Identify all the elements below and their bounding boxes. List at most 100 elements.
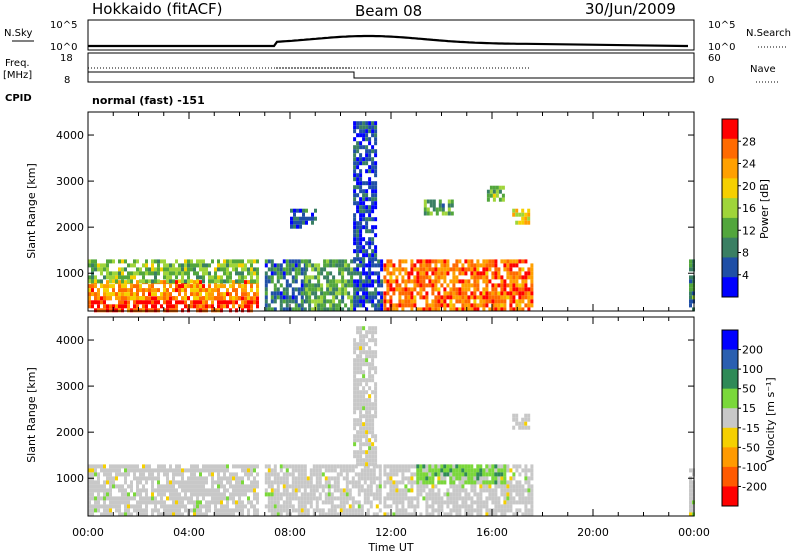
power-cell: [199, 275, 202, 280]
power-cell: [190, 288, 193, 293]
velocity-cell: [109, 512, 112, 517]
power-cell: [353, 291, 357, 296]
velocity-cell: [241, 488, 244, 493]
velocity-cell: [154, 468, 157, 473]
velocity-y-tick-label: 1000: [56, 472, 84, 485]
power-cell: [461, 279, 465, 284]
power-cell: [359, 249, 363, 254]
power-cell: [175, 284, 178, 289]
velocity-cell: [270, 508, 274, 513]
velocity-cell: [374, 326, 378, 331]
power-cell: [383, 275, 387, 280]
velocity-cell: [362, 338, 366, 343]
velocity-cell: [485, 512, 489, 517]
velocity-cell: [689, 468, 692, 473]
power-cell: [326, 275, 330, 280]
velocity-cell: [256, 484, 259, 489]
velocity-cell: [172, 484, 175, 489]
power-cell: [476, 287, 480, 292]
velocity-cell: [208, 492, 211, 497]
power-cell: [115, 308, 118, 313]
power-cell: [498, 197, 502, 202]
power-cell: [199, 259, 202, 264]
power-cell: [404, 267, 408, 272]
velocity-cell: [139, 476, 142, 481]
power-cell: [103, 304, 106, 309]
velocity-cell: [419, 476, 423, 481]
velocity-cell: [139, 488, 142, 493]
velocity-cell: [479, 500, 483, 505]
velocity-cell: [223, 488, 226, 493]
velocity-cell: [509, 508, 513, 513]
power-cell: [151, 296, 154, 301]
power-cell: [356, 121, 360, 126]
power-cell: [196, 271, 199, 276]
power-cell: [270, 291, 274, 296]
velocity-cell: [365, 390, 369, 395]
power-cell: [443, 279, 447, 284]
velocity-cell: [452, 492, 456, 497]
velocity-cell: [238, 480, 241, 485]
velocity-cell: [494, 468, 498, 473]
velocity-cell: [187, 480, 190, 485]
power-cell: [196, 259, 199, 264]
power-cell: [374, 249, 378, 254]
power-cell: [362, 121, 366, 126]
velocity-cell: [440, 480, 444, 485]
power-cell: [157, 279, 160, 284]
power-cell: [211, 292, 214, 297]
velocity-cell: [491, 492, 495, 497]
velocity-cell: [428, 496, 432, 501]
velocity-cell: [467, 468, 471, 473]
velocity-cell: [488, 496, 492, 501]
velocity-cell: [479, 464, 483, 469]
velocity-cell: [461, 496, 465, 501]
power-cell: [124, 284, 127, 289]
velocity-cell: [365, 462, 369, 467]
power-cell: [294, 307, 298, 312]
power-cell: [226, 271, 229, 276]
velocity-cell: [196, 504, 199, 509]
velocity-cell: [449, 508, 453, 513]
velocity-cell: [330, 496, 334, 501]
power-cell: [368, 177, 372, 182]
power-cell: [365, 249, 369, 254]
power-cell: [353, 225, 357, 230]
velocity-cell: [133, 496, 136, 501]
power-cell: [256, 300, 259, 305]
velocity-cell: [118, 488, 121, 493]
power-cell: [365, 145, 369, 150]
velocity-cell: [244, 488, 247, 493]
velocity-cell: [214, 492, 217, 497]
power-cell: [455, 263, 459, 268]
power-cell: [452, 295, 456, 300]
velocity-cell: [488, 488, 492, 493]
power-cell: [473, 291, 477, 296]
power-cell: [220, 296, 223, 301]
power-cell: [482, 267, 486, 272]
power-cell: [347, 291, 351, 296]
power-cell: [112, 271, 115, 276]
power-cell: [320, 283, 324, 288]
velocity-cell: [491, 468, 495, 473]
power-cell: [362, 189, 366, 194]
velocity-cell: [440, 468, 444, 473]
velocity-cell: [256, 496, 259, 501]
velocity-cell: [256, 480, 259, 485]
power-cell: [118, 267, 121, 272]
velocity-cell: [503, 508, 507, 513]
power-cell: [497, 303, 501, 308]
date-title: 30/Jun/2009: [585, 0, 676, 18]
power-cell: [235, 296, 238, 301]
power-cell: [422, 267, 426, 272]
velocity-cell: [357, 492, 361, 497]
velocity-cell: [306, 480, 310, 485]
velocity-cell: [363, 480, 367, 485]
power-cell: [308, 279, 312, 284]
velocity-cell: [160, 464, 163, 469]
power-cell: [362, 279, 366, 284]
power-cell: [184, 300, 187, 305]
power-cell: [282, 259, 286, 264]
power-cell: [368, 149, 372, 154]
